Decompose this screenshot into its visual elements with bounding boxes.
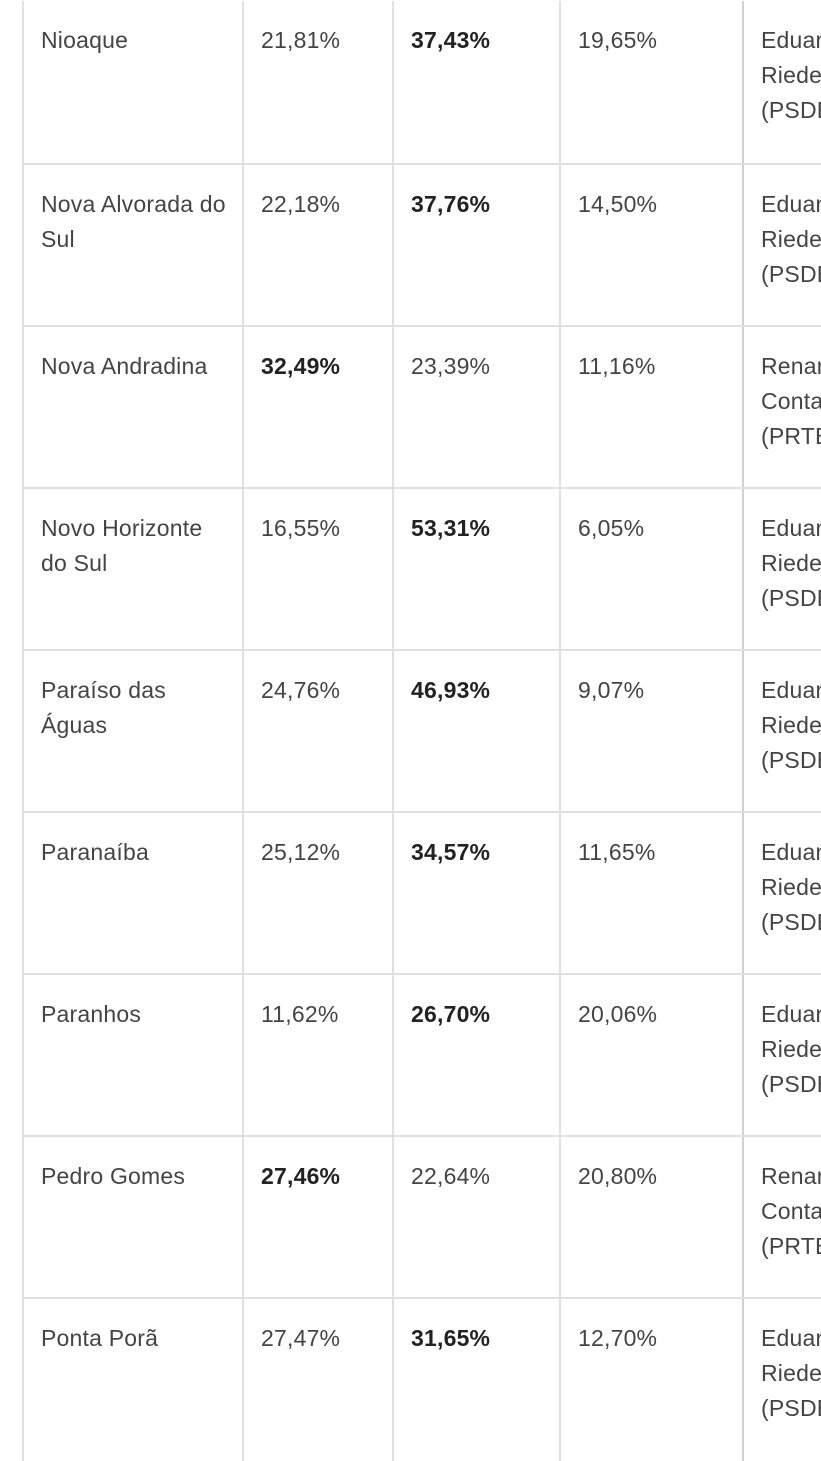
table-row: Pedro Gomes 27,46% 22,64% 20,80% Renan C… — [22, 1135, 821, 1299]
leader-cell: Eduardo Riedel (PSDB) — [742, 1, 821, 165]
table-body: Nioaque 21,81% 37,43% 19,65% Eduardo Rie… — [22, 1, 821, 1461]
percent-cell-1: 32,49% — [242, 325, 394, 489]
municipality-cell: Paraíso das Águas — [22, 649, 244, 813]
percent-cell-3: 14,50% — [559, 163, 744, 327]
percent-cell-3: 9,07% — [559, 649, 744, 813]
percent-cell-1: 11,62% — [242, 973, 394, 1137]
table-row: Nova Alvorada do Sul 22,18% 37,76% 14,50… — [22, 163, 821, 327]
table-row: Ponta Porã 27,47% 31,65% 12,70% Eduardo … — [22, 1297, 821, 1461]
leader-cell: Eduardo Riedel (PSDB) — [742, 649, 821, 813]
leader-cell: Eduardo Riedel (PSDB) — [742, 163, 821, 327]
percent-cell-3: 20,06% — [559, 973, 744, 1137]
percent-cell-3: 20,80% — [559, 1135, 744, 1299]
leader-cell: Renan Contar (PRTB) — [742, 325, 821, 489]
municipality-cell: Pedro Gomes — [22, 1135, 244, 1299]
percent-cell-2: 31,65% — [392, 1297, 561, 1461]
percent-cell-2: 37,76% — [392, 163, 561, 327]
percent-cell-3: 12,70% — [559, 1297, 744, 1461]
municipality-cell: Novo Horizonte do Sul — [22, 487, 244, 651]
percent-cell-1: 27,47% — [242, 1297, 394, 1461]
municipality-cell: Nioaque — [22, 1, 244, 165]
municipality-cell: Nova Andradina — [22, 325, 244, 489]
percent-cell-2: 23,39% — [392, 325, 561, 489]
percent-cell-2: 34,57% — [392, 811, 561, 975]
percent-cell-1: 22,18% — [242, 163, 394, 327]
percent-cell-3: 19,65% — [559, 1, 744, 165]
percent-cell-1: 16,55% — [242, 487, 394, 651]
percent-cell-1: 24,76% — [242, 649, 394, 813]
leader-cell: Eduardo Riedel (PSDB) — [742, 811, 821, 975]
table-row: Novo Horizonte do Sul 16,55% 53,31% 6,05… — [22, 487, 821, 651]
table-row: Nioaque 21,81% 37,43% 19,65% Eduardo Rie… — [22, 1, 821, 165]
municipality-cell: Paranaíba — [22, 811, 244, 975]
leader-cell: Eduardo Riedel (PSDB) — [742, 1297, 821, 1461]
table-row: Paranaíba 25,12% 34,57% 11,65% Eduardo R… — [22, 811, 821, 975]
percent-cell-3: 11,65% — [559, 811, 744, 975]
percent-cell-2: 53,31% — [392, 487, 561, 651]
percent-cell-1: 21,81% — [242, 1, 394, 165]
municipality-cell: Ponta Porã — [22, 1297, 244, 1461]
leader-cell: Eduardo Riedel (PSDB) — [742, 973, 821, 1137]
leader-cell: Renan Contar (PRTB) — [742, 1135, 821, 1299]
municipality-cell: Nova Alvorada do Sul — [22, 163, 244, 327]
election-results-table: Nioaque 21,81% 37,43% 19,65% Eduardo Rie… — [22, 1, 821, 1461]
percent-cell-2: 22,64% — [392, 1135, 561, 1299]
percent-cell-1: 25,12% — [242, 811, 394, 975]
municipality-cell: Paranhos — [22, 973, 244, 1137]
percent-cell-1: 27,46% — [242, 1135, 394, 1299]
leader-cell: Eduardo Riedel (PSDB) — [742, 487, 821, 651]
percent-cell-2: 37,43% — [392, 1, 561, 165]
page-left-margin — [0, 0, 22, 1280]
table-row: Paranhos 11,62% 26,70% 20,06% Eduardo Ri… — [22, 973, 821, 1137]
percent-cell-3: 11,16% — [559, 325, 744, 489]
table-row: Paraíso das Águas 24,76% 46,93% 9,07% Ed… — [22, 649, 821, 813]
percent-cell-2: 46,93% — [392, 649, 561, 813]
table-row: Nova Andradina 32,49% 23,39% 11,16% Rena… — [22, 325, 821, 489]
percent-cell-3: 6,05% — [559, 487, 744, 651]
percent-cell-2: 26,70% — [392, 973, 561, 1137]
